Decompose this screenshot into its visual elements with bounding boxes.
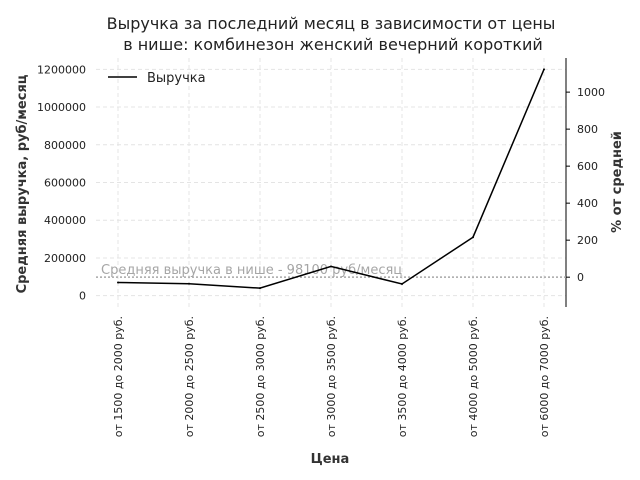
data-point	[330, 265, 332, 268]
y2-axis-label: % от средней	[610, 131, 625, 233]
y2-tick-label: 1000	[577, 86, 605, 99]
y-tick-label: 200000	[44, 252, 86, 265]
x-tick-label: от 2000 до 2500 руб.	[183, 316, 196, 437]
y-tick-label: 1000000	[37, 101, 86, 114]
y-tick-label: 400000	[44, 214, 86, 227]
y-tick-label: 600000	[44, 177, 86, 190]
y2-tick-label: 800	[577, 123, 598, 136]
y2-tick-label: 0	[577, 271, 584, 284]
legend-label-revenue: Выручка	[147, 71, 206, 86]
y2-tick-label: 400	[577, 197, 598, 210]
grid	[96, 58, 566, 307]
y-tick-label: 800000	[44, 139, 86, 152]
chart-title-line-1: Выручка за последний месяц в зависимости…	[107, 14, 556, 33]
x-tick-label: от 4000 до 5000 руб.	[467, 316, 480, 437]
x-axis-label: Цена	[311, 452, 350, 467]
x-tick-label: от 1500 до 2000 руб.	[112, 316, 125, 437]
x-tick-label: от 3500 до 4000 руб.	[396, 316, 409, 437]
data-point	[259, 287, 261, 290]
x-axis-ticks: от 1500 до 2000 руб. от 2000 до 2500 руб.…	[112, 316, 551, 437]
y-tick-label: 0	[79, 290, 86, 303]
average-label: Средняя выручка в нише - 98100 руб/месяц	[101, 263, 402, 278]
data-point	[117, 281, 119, 284]
chart-title-line-2: в нише: комбинезон женский вечерний коро…	[123, 35, 543, 54]
data-point	[401, 282, 403, 285]
series-points	[117, 68, 545, 290]
y-axis-label: Средняя выручка, руб/месяц	[15, 74, 30, 293]
y2-tick-label: 200	[577, 234, 598, 247]
x-tick-label: от 3000 до 3500 руб.	[325, 316, 338, 437]
y-tick-label: 1200000	[37, 63, 86, 76]
x-tick-label: от 6000 до 7000 руб.	[538, 316, 551, 437]
y-axis-ticks: 0 200000 400000 600000 800000 1000000 1200000	[37, 63, 86, 302]
y2-tick-label: 600	[577, 160, 598, 173]
y2-axis-ticks: 0 200 400 600 800 1000	[566, 86, 605, 284]
x-tick-label: от 2500 до 3000 руб.	[254, 316, 267, 437]
legend: Выручка	[108, 71, 206, 86]
data-point	[472, 236, 474, 239]
data-point	[543, 68, 545, 71]
data-point	[188, 282, 190, 285]
